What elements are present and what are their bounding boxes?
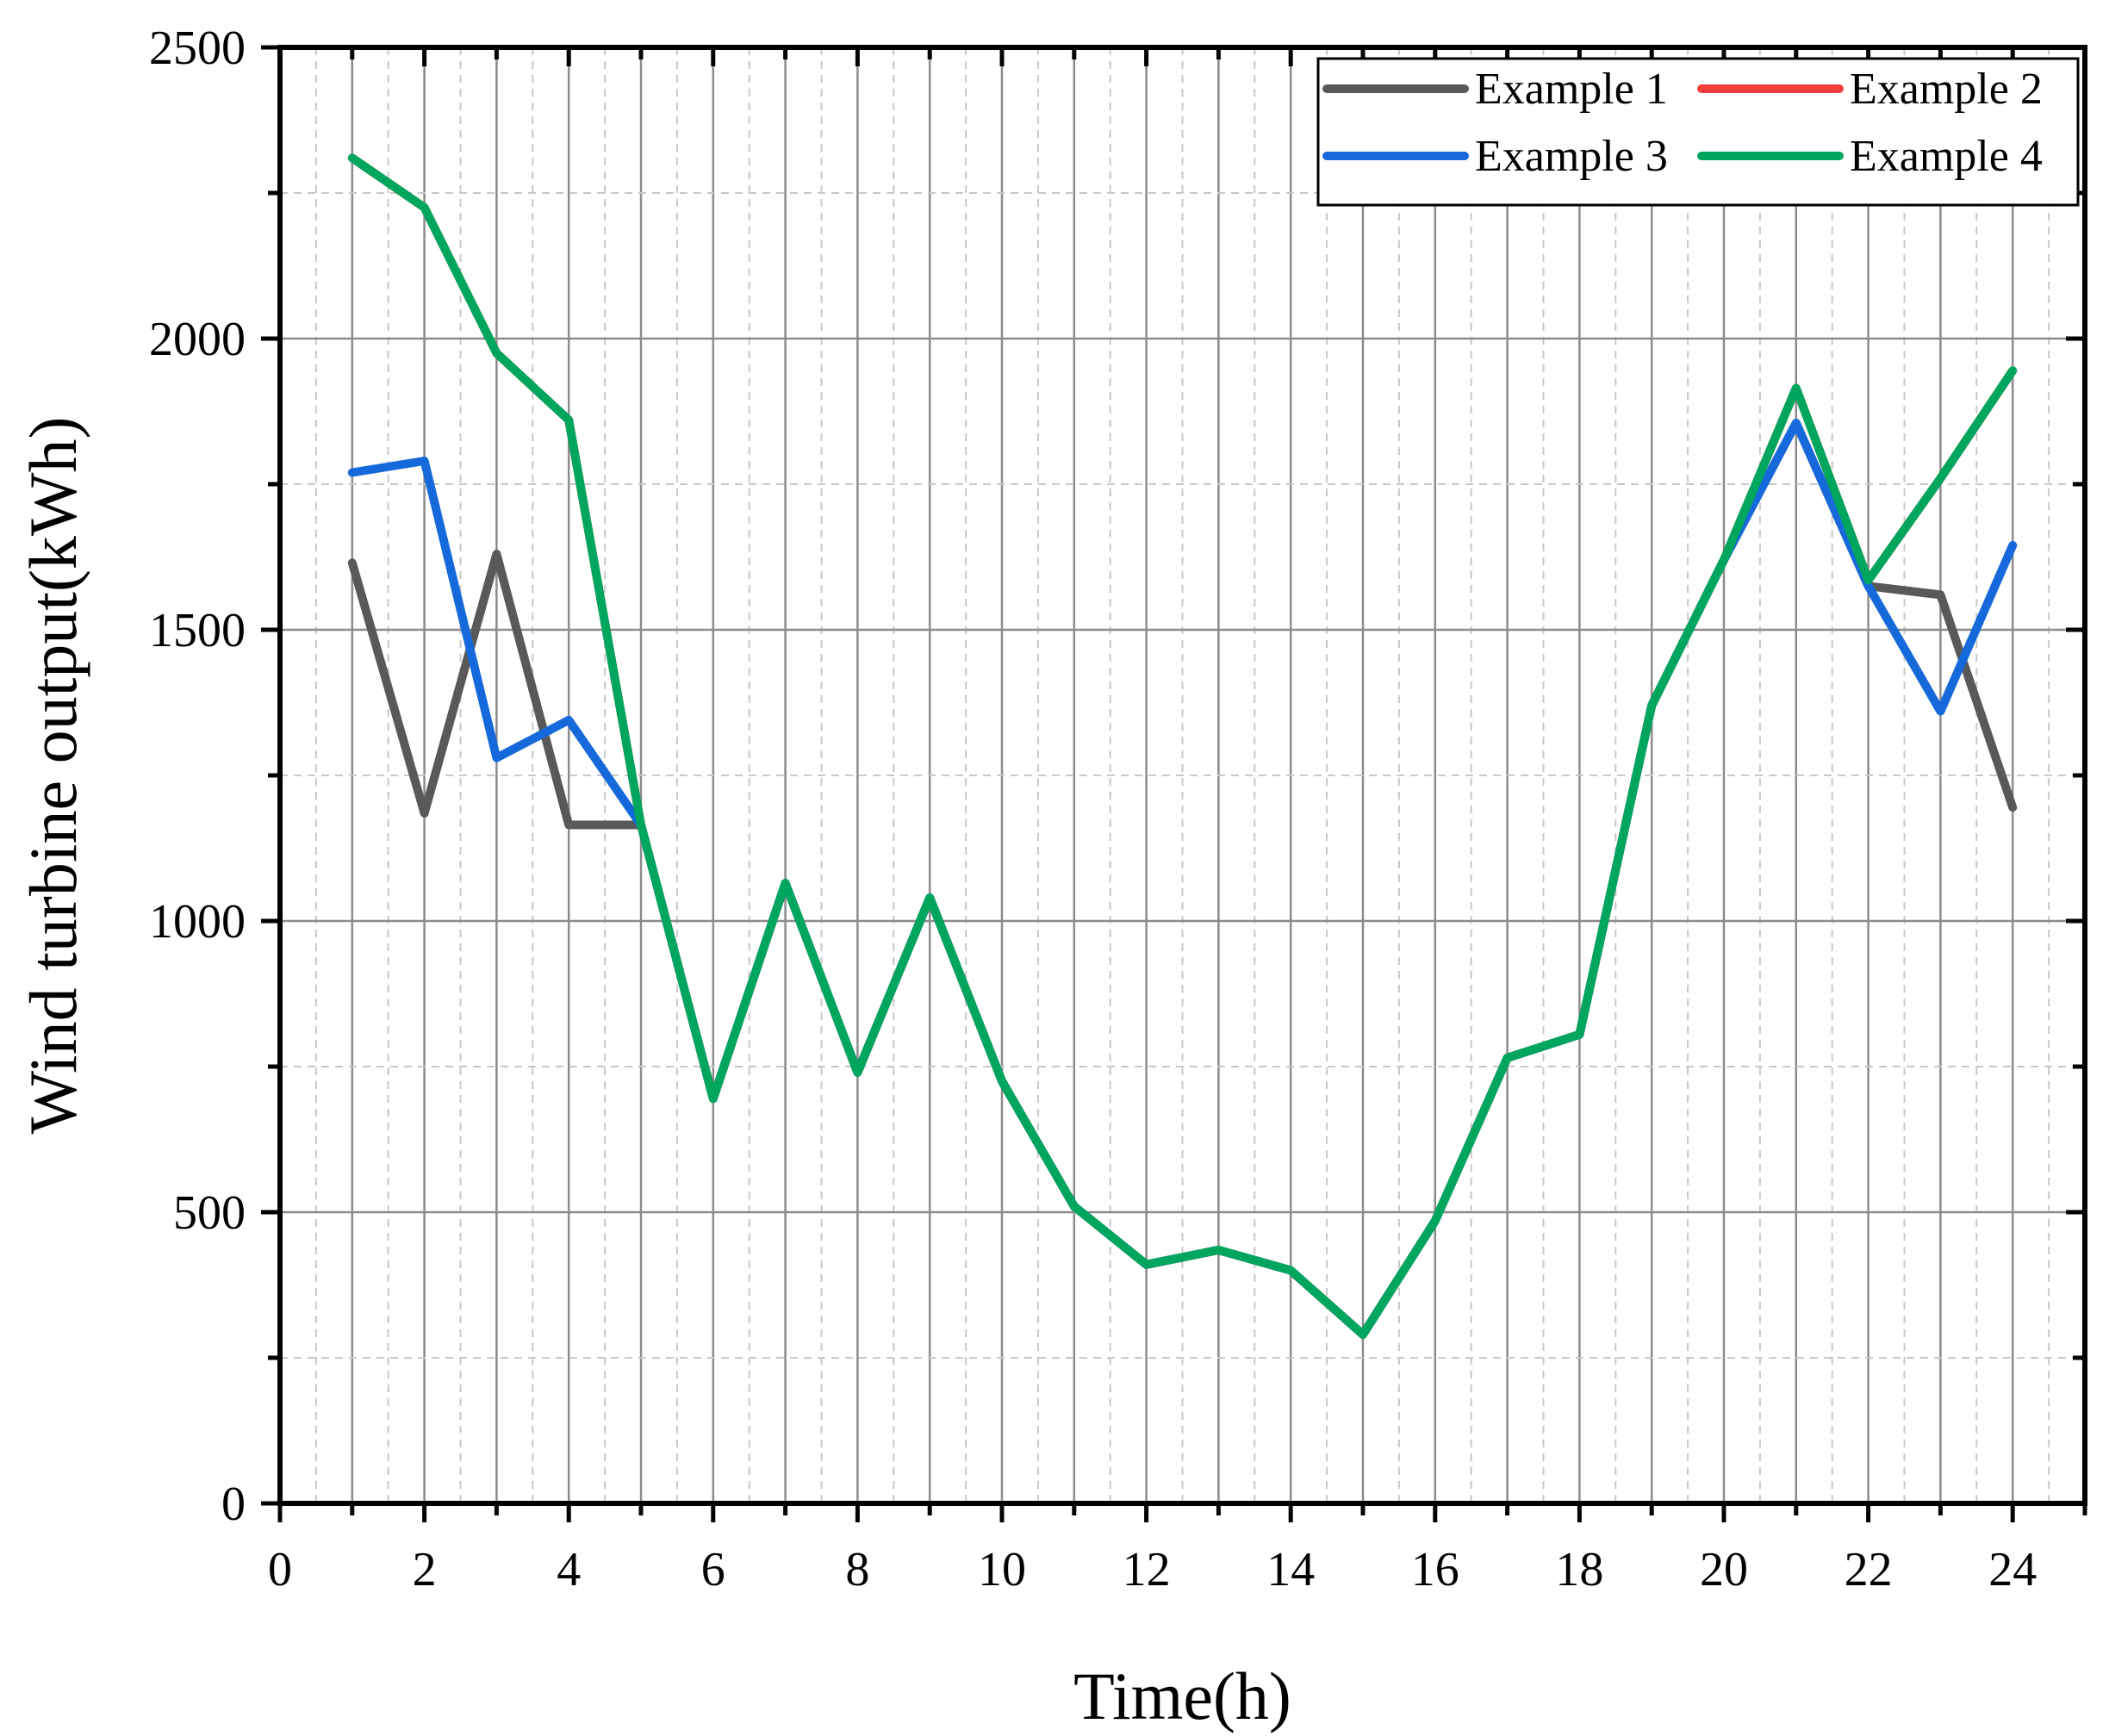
x-tick-label: 2 [413, 1543, 437, 1596]
x-tick-label: 18 [1555, 1543, 1603, 1596]
legend-label-example-1: Example 1 [1475, 65, 1668, 114]
grid [280, 47, 2085, 1503]
legend-label-example-3: Example 3 [1475, 132, 1668, 181]
y-tick-label: 2500 [149, 22, 246, 75]
x-tick-label: 8 [845, 1543, 869, 1596]
legend-box [1316, 57, 2080, 207]
x-tick-label: 22 [1845, 1543, 1893, 1596]
x-axis-title: Time(h) [1073, 1658, 1291, 1733]
x-tick-label: 0 [268, 1543, 292, 1596]
x-tick-label: 12 [1123, 1543, 1171, 1596]
legend-label-example-2: Example 2 [1850, 65, 2043, 114]
series-lines [347, 153, 2018, 1339]
y-tick-label: 1000 [149, 895, 246, 949]
x-tick-label: 10 [978, 1543, 1026, 1596]
series-line-example-2 [347, 153, 2018, 1339]
series-line-example-4 [347, 153, 2018, 1339]
x-tick-label: 20 [1700, 1543, 1748, 1596]
x-tick-label: 24 [1988, 1543, 2037, 1596]
x-tick-label: 4 [557, 1543, 581, 1596]
y-tick-label: 1500 [149, 604, 246, 657]
y-tick-label: 500 [173, 1186, 246, 1240]
legend-label-example-4: Example 4 [1850, 132, 2043, 181]
x-tick-label: 14 [1266, 1543, 1315, 1596]
y-axis-title: Wind turbine output(kWh) [16, 416, 90, 1134]
x-tick-label: 16 [1411, 1543, 1459, 1596]
legend: Example 1 Example 2 Example 3 Example 4 [1316, 57, 2080, 207]
y-tick-label: 0 [221, 1478, 246, 1531]
tick-labels: 0 2 4 6 8 10 12 14 16 18 20 22 240500100015002000250… [149, 22, 2037, 1596]
y-tick-label: 2000 [149, 313, 246, 366]
axis-ticks [261, 45, 2087, 1522]
x-tick-label: 6 [701, 1543, 725, 1596]
